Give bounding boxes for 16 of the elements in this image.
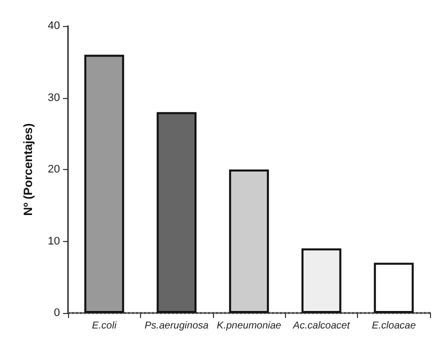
y-tick-label: 20 bbox=[48, 164, 60, 176]
y-axis-title: Nº (Porcentajes) bbox=[21, 123, 35, 216]
x-tick-label: E.cloacae bbox=[372, 320, 416, 332]
bar bbox=[374, 262, 414, 313]
y-tick-label: 10 bbox=[48, 235, 60, 248]
x-tick-label: Ps.aeruginosa bbox=[144, 320, 209, 332]
bar bbox=[229, 170, 269, 313]
y-tick-label: 0 bbox=[54, 307, 60, 319]
x-tick-label: K.pneumoniae bbox=[216, 320, 282, 332]
y-tick-label: 30 bbox=[48, 92, 60, 104]
bar bbox=[84, 54, 124, 313]
bar bbox=[301, 248, 342, 313]
x-tick-label: Ac.calcoacet bbox=[292, 320, 351, 332]
y-tick-label: 40 bbox=[48, 20, 60, 32]
x-tick-label: E.coli bbox=[92, 320, 118, 332]
bar bbox=[156, 112, 197, 313]
